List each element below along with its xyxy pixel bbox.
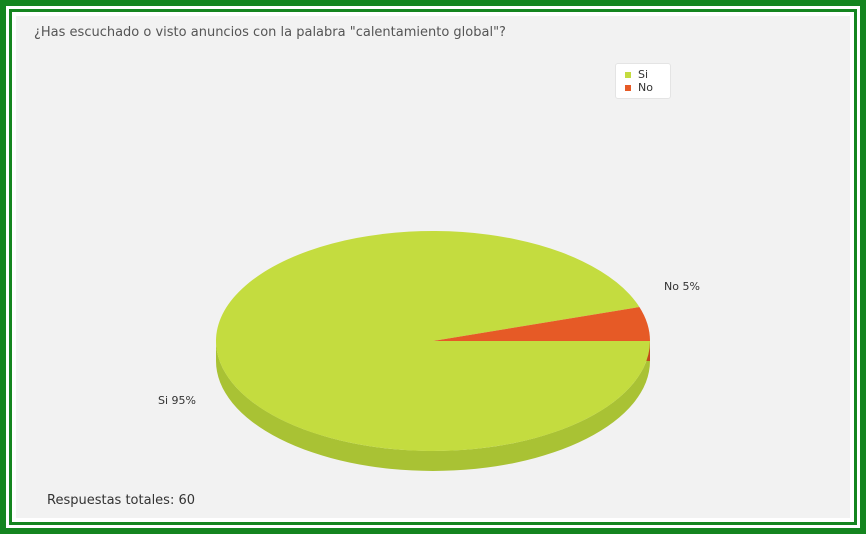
legend: Si No bbox=[615, 63, 671, 99]
legend-item-si: Si bbox=[625, 68, 670, 81]
pie-side-si bbox=[216, 341, 650, 471]
pie-slice-si bbox=[215, 230, 650, 451]
slice-label-no: No 5% bbox=[664, 280, 700, 293]
pie-slice-no bbox=[433, 307, 650, 341]
legend-item-no: No bbox=[625, 81, 670, 94]
total-responses: Respuestas totales: 60 bbox=[47, 493, 196, 508]
legend-swatch-si bbox=[625, 71, 631, 78]
legend-label-si: Si bbox=[638, 68, 649, 81]
slice-label-si: Si 95% bbox=[158, 394, 196, 407]
inner-frame bbox=[9, 9, 857, 525]
legend-swatch-no bbox=[625, 84, 631, 91]
chart-title: ¿Has escuchado o visto anuncios con la p… bbox=[34, 25, 506, 40]
legend-label-no: No bbox=[638, 81, 653, 94]
